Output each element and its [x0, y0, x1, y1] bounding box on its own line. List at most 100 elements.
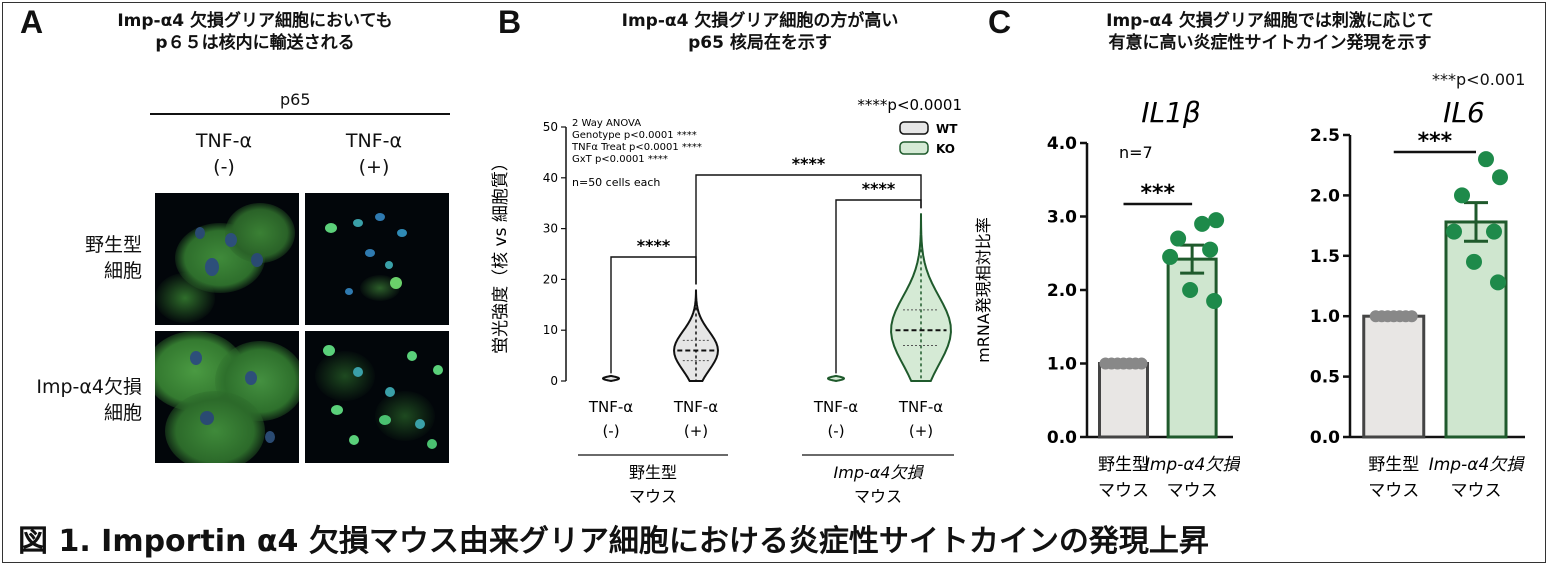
- bar-wt: [1362, 314, 1426, 439]
- panel-c-title-line1: Imp-α4 欠損グリア細胞では刺激に応じて: [1106, 11, 1434, 31]
- row2-line2: 細胞: [103, 402, 142, 424]
- bar-wt: [1098, 362, 1149, 439]
- row2-line1: Imp-α4欠損: [36, 376, 142, 398]
- data-point: [1490, 274, 1506, 291]
- anova-stat-line: Genotype p<0.0001 ****: [572, 130, 697, 141]
- x-tick-label-line2: マウス: [1368, 481, 1419, 501]
- p65-header: p65: [280, 90, 311, 109]
- y-tick-label: 50: [543, 120, 558, 134]
- anova-stat-line: GxT p<0.0001 ****: [572, 154, 668, 165]
- y-axis-label: mRNA発現相対比率: [975, 217, 993, 363]
- panel-c-significance-note: ***p<0.001: [1432, 70, 1526, 89]
- y-tick-label: 0.5: [1310, 368, 1340, 388]
- x-tick-label-line2: (+): [909, 422, 933, 440]
- panel-b-label: B: [498, 4, 522, 40]
- violin-shape: [826, 374, 846, 383]
- group-label-line1: 野生型: [629, 463, 677, 482]
- x-tick-label-line1: TNF-α: [813, 398, 858, 416]
- x-tick-label-line1: 野生型: [1368, 455, 1419, 475]
- col1-line2: (-): [213, 156, 235, 178]
- data-point: [1466, 253, 1482, 270]
- y-tick-label: 40: [543, 171, 558, 185]
- legend-wt-swatch: [899, 121, 929, 135]
- y-tick-label: 30: [543, 222, 558, 236]
- x-tick-label-line1: TNF-α: [588, 398, 633, 416]
- significance-label: ***: [1141, 181, 1176, 206]
- micrograph-wt-tnf-neg: [155, 193, 299, 325]
- panel-c-label: C: [988, 4, 1012, 40]
- row1-line2: 細胞: [103, 260, 142, 282]
- n-note: n=50 cells each: [572, 176, 660, 189]
- data-point: [1446, 223, 1462, 240]
- legend-wt-label: WT: [936, 122, 958, 136]
- anova-stat-line: TNFα Treat p<0.0001 ****: [571, 142, 702, 153]
- micrograph-ko-tnf-neg: [155, 331, 299, 463]
- group-label-line2: マウス: [854, 487, 902, 506]
- data-point: [1454, 187, 1470, 204]
- chart-title: IL1β: [1141, 96, 1201, 129]
- panel-c-title-line2: 有意に高い炎症性サイトカイン発現を示す: [1108, 33, 1432, 53]
- x-tick-label-line2: (-): [827, 422, 844, 440]
- figure-caption: 図 1. Importin α4 欠損マウス由来グリア細胞における炎症性サイトカ…: [18, 524, 1209, 559]
- col1-line1: TNF-α: [195, 130, 253, 152]
- x-tick-label-line2: マウス: [1167, 481, 1218, 501]
- x-tick-label-line1: Imp-α4欠損: [1429, 455, 1526, 475]
- data-point: [1135, 357, 1148, 370]
- micrograph-wt-tnf-pos: [305, 193, 449, 325]
- y-tick-label: 3.0: [1047, 208, 1077, 228]
- panel-a-label: A: [20, 4, 44, 40]
- violin-chart: 0 10 20 30 40 50 蛍光強度（核 vs 細胞質） 2 Way ANOVAGeno…: [491, 96, 962, 506]
- group-label-line1: Imp-α4欠損: [834, 463, 925, 482]
- y-tick-label: 10: [543, 323, 558, 337]
- y-tick-label: 2.5: [1310, 126, 1340, 146]
- micrograph-ko-tnf-pos: [305, 331, 449, 463]
- bracket-label: ****: [637, 236, 671, 255]
- panel-b-title: Imp-α4 欠損グリア細胞の方が高い p65 核局在を示す: [540, 10, 980, 54]
- data-point: [1478, 151, 1494, 168]
- x-tick-label-line1: Imp-α4欠損: [1145, 455, 1240, 475]
- bracket-label: ****: [862, 179, 896, 198]
- y-tick-label: 4.0: [1047, 134, 1077, 154]
- data-point: [1162, 248, 1179, 265]
- y-axis-label: 蛍光強度（核 vs 細胞質）: [491, 154, 511, 354]
- row-label-ko: Imp-α4欠損 細胞: [22, 374, 142, 426]
- data-point: [1492, 169, 1508, 186]
- panel-b-title-line2: p65 核局在を示す: [688, 33, 832, 53]
- x-tick-label-line2: マウス: [1098, 481, 1149, 501]
- data-point: [1194, 215, 1211, 232]
- panel-a-title-line2: p６５は核内に輸送される: [155, 33, 355, 53]
- y-tick-label: 1.5: [1310, 247, 1340, 267]
- p65-header-line: [150, 113, 450, 115]
- significance-note: ****p<0.0001: [857, 96, 962, 114]
- col-header-tnf-neg: TNF-α (-): [192, 130, 256, 178]
- col-header-tnf-pos: TNF-α (+): [342, 130, 406, 178]
- row1-line1: 野生型: [84, 234, 142, 256]
- y-tick-label: 20: [543, 272, 558, 286]
- y-tick-label: 2.0: [1047, 281, 1077, 301]
- x-tick-label-line1: TNF-α: [898, 398, 943, 416]
- x-tick-label-line2: マウス: [1451, 481, 1502, 501]
- anova-stat-line: 2 Way ANOVA: [572, 118, 641, 129]
- data-point: [1208, 212, 1225, 229]
- col2-line2: (+): [358, 156, 390, 178]
- legend-ko-swatch: [899, 141, 929, 155]
- legend-ko-label: KO: [936, 142, 955, 156]
- y-tick-label: 0.0: [1047, 428, 1077, 448]
- bracket-label: ****: [792, 154, 826, 173]
- y-tick-label: 1.0: [1047, 355, 1077, 375]
- significance-label: ***: [1418, 129, 1453, 154]
- panel-a-title-line1: Imp-α4 欠損グリア細胞においても: [117, 11, 393, 31]
- data-point: [1486, 223, 1502, 240]
- data-point: [1206, 293, 1223, 310]
- data-point: [1182, 282, 1199, 298]
- n-note: n=7: [1119, 143, 1153, 162]
- row-label-wt: 野生型 細胞: [54, 232, 142, 284]
- x-tick-label-line1: 野生型: [1098, 455, 1149, 475]
- y-tick-label: 2.0: [1310, 186, 1340, 206]
- x-tick-label-line2: (+): [684, 422, 708, 440]
- data-point: [1170, 230, 1187, 247]
- panel-a-title: Imp-α4 欠損グリア細胞においても p６５は核内に輸送される: [60, 10, 450, 54]
